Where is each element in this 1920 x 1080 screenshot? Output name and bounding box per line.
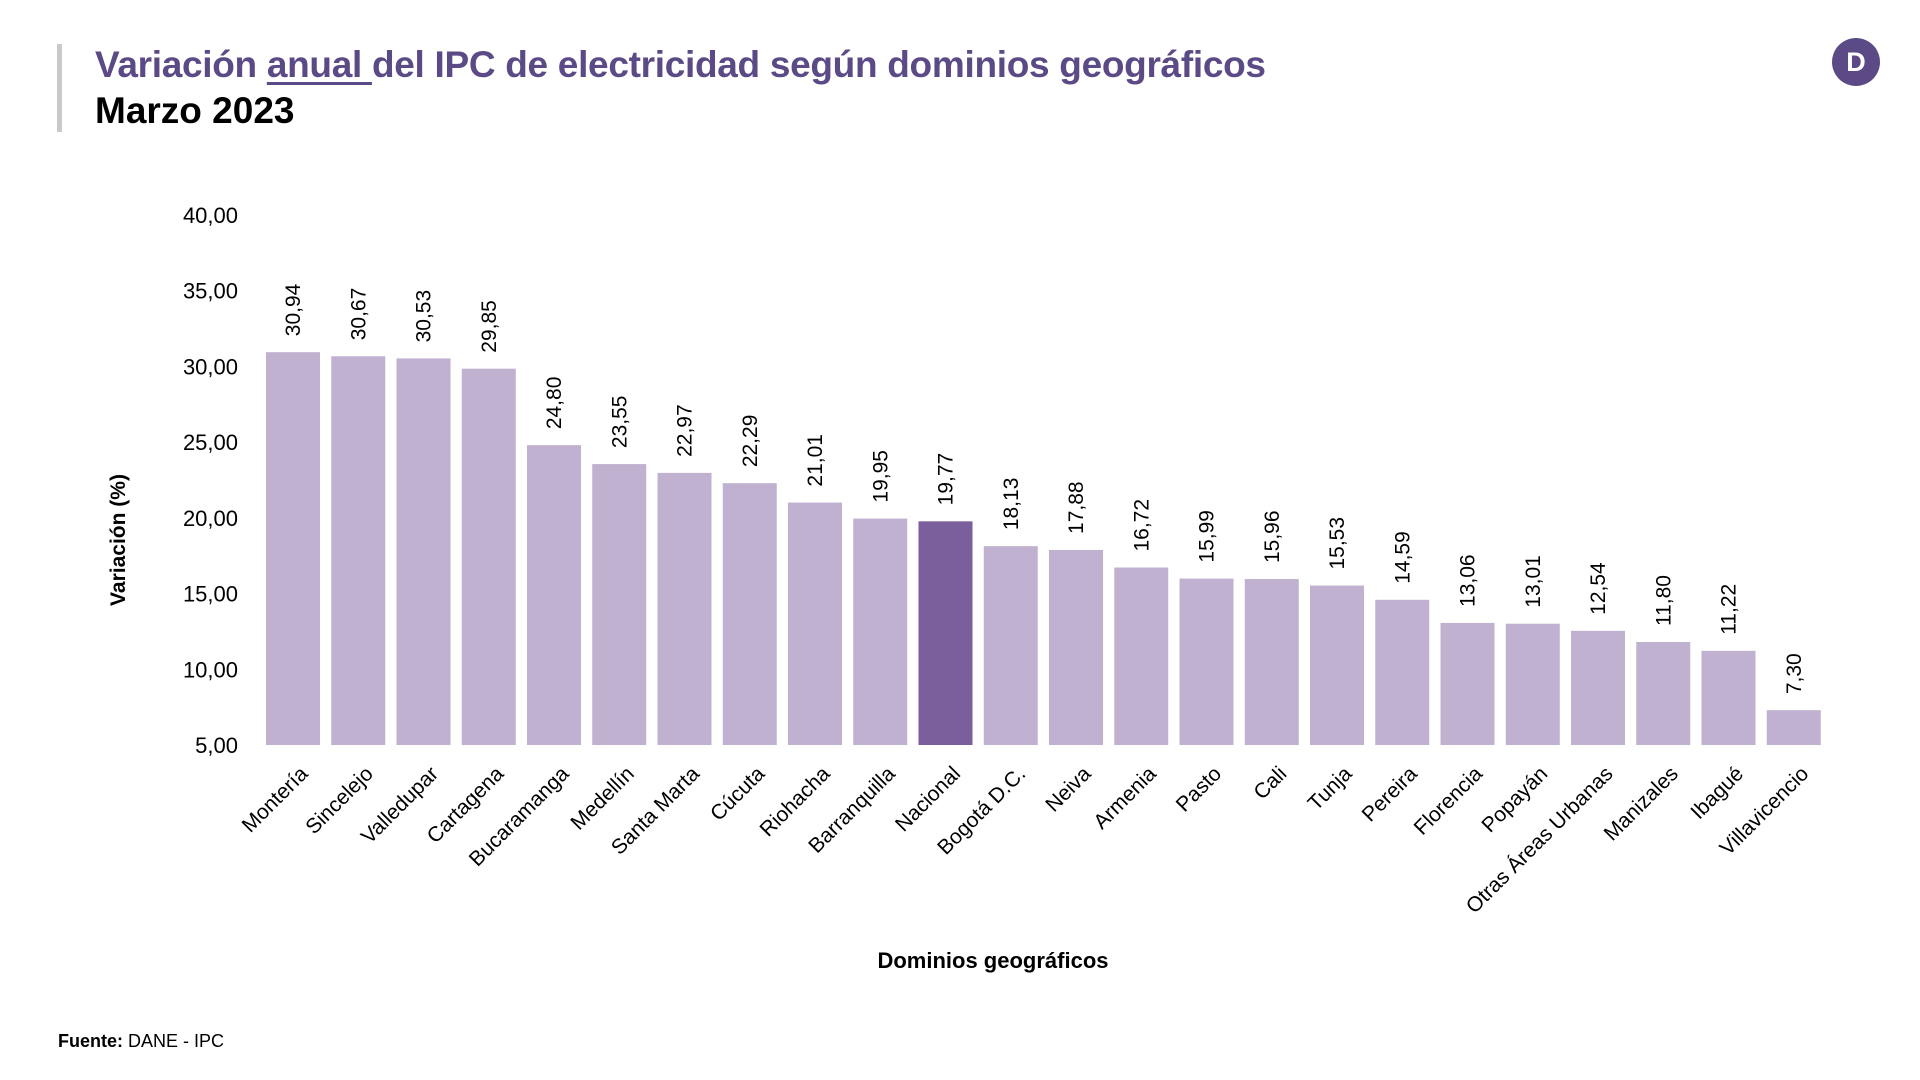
bar-chart: 5,0010,0015,0020,0025,0030,0035,0040,00 … bbox=[107, 203, 1821, 973]
bar-pereira bbox=[1375, 599, 1430, 745]
x-tick-label-monteria: Montería bbox=[238, 762, 313, 837]
value-label-pereira: 14,59 bbox=[1391, 531, 1414, 584]
value-label-pasto: 15,99 bbox=[1196, 510, 1219, 563]
value-label-tunja: 15,53 bbox=[1326, 517, 1349, 570]
x-tick-label-cucuta: Cúcuta bbox=[706, 762, 770, 826]
value-label-popayan: 13,01 bbox=[1522, 555, 1545, 608]
source-label: Fuente: bbox=[58, 1031, 123, 1051]
title-part-2: del IPC de electricidad según dominios g… bbox=[371, 44, 1266, 85]
bar-armenia bbox=[1114, 567, 1169, 745]
bar-medellin bbox=[592, 464, 647, 745]
x-tick-label-neiva: Neiva bbox=[1041, 762, 1095, 816]
value-labels: 30,94 30,67 30,53 29,85 24,80 23,55 22,97 22,29… bbox=[282, 283, 1806, 694]
value-label-cartagena: 29,85 bbox=[478, 300, 501, 353]
title-part-1: Variación bbox=[95, 44, 267, 85]
value-label-bogota-d-c: 18,13 bbox=[1000, 478, 1023, 531]
title-underlined-word: anual bbox=[266, 44, 372, 85]
y-axis-label: Variación (%) bbox=[107, 474, 130, 606]
value-label-monteria: 30,94 bbox=[282, 283, 305, 336]
bar-florencia bbox=[1440, 622, 1495, 745]
x-tick-label-pereira: Pereira bbox=[1358, 762, 1422, 826]
value-label-nacional: 19,77 bbox=[935, 453, 958, 506]
x-tick-label-pasto: Pasto bbox=[1172, 762, 1226, 816]
chart-subtitle: Marzo 2023 bbox=[95, 90, 295, 131]
x-axis-labels: MonteríaSincelejoValleduparCartagenaBuca… bbox=[238, 762, 1814, 918]
dane-logo-icon: D bbox=[1832, 38, 1880, 86]
x-tick-label-tunja: Tunja bbox=[1304, 762, 1357, 815]
bar-pasto bbox=[1179, 578, 1234, 745]
bar-santa-marta bbox=[657, 472, 712, 745]
y-tick-label: 30,00 bbox=[183, 354, 238, 379]
x-axis-label: Dominios geográficos bbox=[877, 948, 1108, 973]
bar-popayan bbox=[1505, 623, 1560, 745]
bar-riohacha bbox=[788, 502, 842, 745]
source-text: DANE - IPC bbox=[128, 1031, 225, 1051]
y-tick-label: 10,00 bbox=[183, 657, 238, 682]
y-tick-label: 35,00 bbox=[183, 279, 238, 304]
value-label-ibague: 11,22 bbox=[1718, 584, 1741, 635]
bar-sincelejo bbox=[331, 356, 386, 745]
value-label-valledupar: 30,53 bbox=[413, 290, 436, 343]
value-label-santa-marta: 22,97 bbox=[674, 404, 697, 457]
y-axis-ticks: 5,00 10,00 15,00 20,00 25,00 30,00 35,00 40,00 bbox=[183, 203, 238, 758]
bar-otras-areas-urbanas bbox=[1571, 630, 1625, 745]
x-tick-label-florencia: Florencia bbox=[1410, 762, 1488, 840]
bar-bogota-d-c bbox=[983, 546, 1038, 745]
bar-cartagena bbox=[461, 368, 516, 745]
y-tick-label: 5,00 bbox=[195, 733, 238, 758]
bars bbox=[266, 352, 1821, 745]
bar-valledupar bbox=[396, 358, 451, 745]
value-label-sincelejo: 30,67 bbox=[347, 288, 370, 341]
value-label-manizales: 11,80 bbox=[1652, 575, 1675, 626]
bar-tunja bbox=[1310, 585, 1364, 745]
x-tick-label-cali: Cali bbox=[1249, 762, 1291, 804]
value-label-cali: 15,96 bbox=[1261, 510, 1284, 563]
bar-cali bbox=[1244, 579, 1299, 745]
value-label-otras-areas-urbanas: 12,54 bbox=[1587, 562, 1610, 615]
x-tick-label-ibague: Ibagué bbox=[1686, 762, 1748, 824]
value-label-cucuta: 22,29 bbox=[739, 415, 762, 468]
bar-manizales bbox=[1636, 642, 1691, 745]
value-label-barranquilla: 19,95 bbox=[869, 450, 892, 503]
bar-ibague bbox=[1701, 650, 1756, 745]
value-label-armenia: 16,72 bbox=[1130, 499, 1153, 552]
bar-villavicencio bbox=[1766, 710, 1821, 745]
bar-bucaramanga bbox=[527, 445, 581, 745]
bar-neiva bbox=[1049, 549, 1103, 745]
y-tick-label: 40,00 bbox=[183, 203, 238, 228]
x-tick-label-armenia: Armenia bbox=[1089, 762, 1161, 834]
y-tick-label: 20,00 bbox=[183, 506, 238, 531]
bar-barranquilla bbox=[853, 518, 908, 745]
bar-nacional bbox=[918, 521, 973, 745]
value-label-florencia: 13,06 bbox=[1457, 554, 1480, 607]
value-label-riohacha: 21,01 bbox=[804, 434, 827, 487]
value-label-medellin: 23,55 bbox=[608, 396, 631, 449]
source-note: Fuente: DANE - IPC bbox=[58, 1031, 224, 1052]
bar-cucuta bbox=[722, 483, 777, 745]
bar-monteria bbox=[266, 352, 320, 745]
y-tick-label: 15,00 bbox=[183, 582, 238, 607]
value-label-bucaramanga: 24,80 bbox=[543, 377, 566, 430]
value-label-neiva: 17,88 bbox=[1065, 481, 1088, 534]
chart-title: Variación anual del IPC de electricidad … bbox=[95, 44, 1266, 86]
title-accent-bar bbox=[57, 44, 62, 132]
value-label-villavicencio: 7,30 bbox=[1783, 653, 1806, 694]
y-tick-label: 25,00 bbox=[183, 430, 238, 455]
